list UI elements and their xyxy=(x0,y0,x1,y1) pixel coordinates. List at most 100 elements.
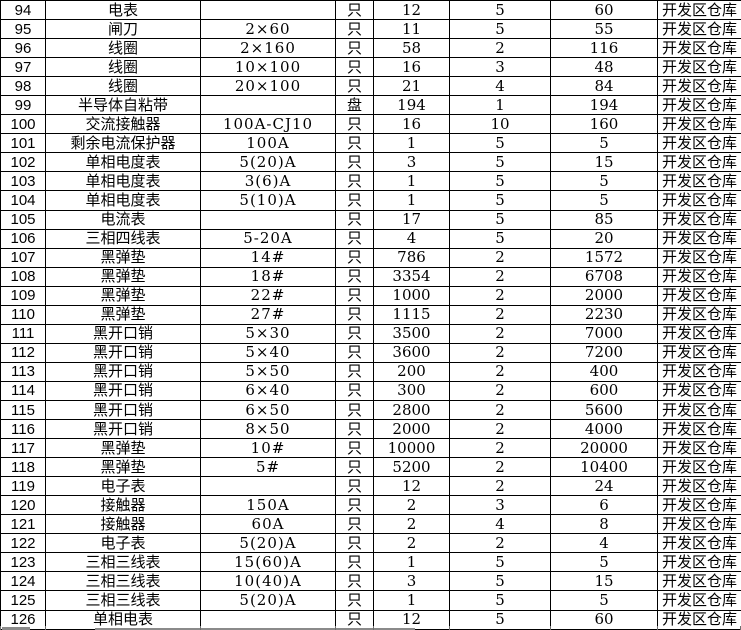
cell-quantity[interactable]: 2 xyxy=(373,514,450,535)
cell-item-name[interactable]: 单相电度表 xyxy=(45,152,201,173)
cell-unit[interactable]: 只 xyxy=(335,571,374,592)
cell-item-name[interactable]: 电子表 xyxy=(45,533,201,554)
cell-item-name[interactable]: 黑开口销 xyxy=(45,323,201,344)
cell-amount[interactable]: 160 xyxy=(550,114,658,135)
cell-quantity[interactable]: 1000 xyxy=(373,285,450,306)
cell-warehouse[interactable]: 开发区仓库 xyxy=(657,19,741,40)
cell-quantity[interactable]: 2 xyxy=(373,533,450,554)
cell-unit-price[interactable]: 2 xyxy=(449,323,551,344)
cell-row-number[interactable]: 102 xyxy=(0,152,46,173)
cell-warehouse[interactable]: 开发区仓库 xyxy=(657,533,741,554)
cell-unit-price[interactable]: 2 xyxy=(449,304,551,325)
cell-amount[interactable]: 20000 xyxy=(550,438,658,459)
cell-quantity[interactable]: 2800 xyxy=(373,399,450,421)
cell-quantity[interactable]: 1 xyxy=(373,171,450,192)
cell-warehouse[interactable]: 开发区仓库 xyxy=(657,495,741,516)
cell-warehouse[interactable]: 开发区仓库 xyxy=(657,95,741,116)
cell-quantity[interactable]: 1 xyxy=(373,190,450,211)
cell-unit-price[interactable]: 3 xyxy=(449,57,551,78)
cell-unit[interactable]: 只 xyxy=(335,590,374,611)
cell-item-name[interactable]: 三相四线表 xyxy=(45,228,201,249)
cell-warehouse[interactable]: 开发区仓库 xyxy=(657,342,741,363)
cell-quantity[interactable]: 1115 xyxy=(373,304,450,325)
cell-unit-price[interactable]: 5 xyxy=(449,152,551,173)
cell-warehouse[interactable]: 开发区仓库 xyxy=(657,571,741,592)
cell-item-name[interactable]: 黑弹垫 xyxy=(45,457,201,478)
cell-unit-price[interactable]: 10 xyxy=(449,114,551,135)
cell-item-name[interactable]: 黑弹垫 xyxy=(45,285,201,306)
cell-amount[interactable]: 2000 xyxy=(550,285,658,306)
cell-row-number[interactable]: 105 xyxy=(0,209,46,230)
cell-warehouse[interactable]: 开发区仓库 xyxy=(657,590,741,611)
cell-unit-price[interactable]: 2 xyxy=(449,476,551,497)
cell-amount[interactable]: 85 xyxy=(550,209,658,230)
cell-amount[interactable]: 6 xyxy=(550,495,658,516)
cell-unit-price[interactable]: 2 xyxy=(449,438,551,459)
cell-quantity[interactable]: 11 xyxy=(373,19,450,40)
cell-unit[interactable]: 盘 xyxy=(335,95,374,116)
cell-spec[interactable]: 2×160 xyxy=(200,38,336,59)
cell-quantity[interactable]: 5200 xyxy=(373,457,450,478)
cell-amount[interactable]: 84 xyxy=(550,76,658,97)
cell-row-number[interactable]: 121 xyxy=(0,514,46,535)
cell-quantity[interactable]: 12 xyxy=(373,476,450,497)
cell-spec[interactable] xyxy=(200,476,336,497)
cell-item-name[interactable]: 半导体自粘带 xyxy=(45,95,201,116)
cell-quantity[interactable]: 16 xyxy=(373,114,450,135)
cell-row-number[interactable]: 112 xyxy=(0,342,46,363)
cell-spec[interactable]: 8×50 xyxy=(200,419,336,440)
cell-unit[interactable]: 只 xyxy=(335,476,374,497)
cell-row-number[interactable]: 107 xyxy=(0,247,46,268)
cell-spec[interactable]: 20×100 xyxy=(200,76,336,97)
cell-warehouse[interactable]: 开发区仓库 xyxy=(657,152,741,173)
cell-warehouse[interactable]: 开发区仓库 xyxy=(657,457,741,478)
cell-spec[interactable]: 3(6)A xyxy=(200,171,336,192)
cell-unit[interactable]: 只 xyxy=(335,228,374,249)
cell-row-number[interactable]: 113 xyxy=(0,361,46,382)
cell-spec[interactable]: 6×40 xyxy=(200,380,336,401)
cell-warehouse[interactable]: 开发区仓库 xyxy=(657,380,741,401)
cell-unit-price[interactable]: 5 xyxy=(449,590,551,611)
cell-spec[interactable]: 5-20A xyxy=(200,228,336,249)
cell-unit-price[interactable]: 2 xyxy=(449,399,551,421)
cell-row-number[interactable]: 122 xyxy=(0,533,46,554)
cell-amount[interactable]: 60 xyxy=(550,0,658,21)
cell-amount[interactable]: 5600 xyxy=(550,399,658,421)
cell-item-name[interactable]: 电子表 xyxy=(45,476,201,497)
cell-amount[interactable]: 5 xyxy=(550,133,658,154)
cell-row-number[interactable]: 101 xyxy=(0,133,46,154)
cell-quantity[interactable]: 3500 xyxy=(373,323,450,344)
cell-spec[interactable]: 10# xyxy=(200,438,336,459)
cell-item-name[interactable]: 三相三线表 xyxy=(45,590,201,611)
cell-unit-price[interactable]: 5 xyxy=(449,552,551,573)
cell-spec[interactable]: 100A-CJ10 xyxy=(200,114,336,135)
cell-amount[interactable]: 600 xyxy=(550,380,658,401)
cell-item-name[interactable]: 线圈 xyxy=(45,38,201,59)
cell-row-number[interactable]: 116 xyxy=(0,419,46,440)
cell-unit-price[interactable]: 5 xyxy=(449,209,551,230)
cell-spec[interactable]: 5(20)A xyxy=(200,152,336,173)
cell-quantity[interactable]: 194 xyxy=(373,95,450,116)
cell-spec[interactable]: 5×40 xyxy=(200,342,336,363)
cell-unit[interactable]: 只 xyxy=(335,19,374,40)
cell-warehouse[interactable]: 开发区仓库 xyxy=(657,266,741,287)
cell-amount[interactable]: 5 xyxy=(550,590,658,611)
cell-quantity[interactable]: 1 xyxy=(373,590,450,611)
cell-warehouse[interactable]: 开发区仓库 xyxy=(657,38,741,59)
cell-row-number[interactable]: 103 xyxy=(0,171,46,192)
cell-spec[interactable]: 6×50 xyxy=(200,399,336,421)
cell-unit-price[interactable]: 1 xyxy=(449,95,551,116)
cell-spec[interactable]: 60A xyxy=(200,514,336,535)
cell-warehouse[interactable]: 开发区仓库 xyxy=(657,209,741,230)
cell-row-number[interactable]: 99 xyxy=(0,95,46,116)
cell-item-name[interactable]: 接触器 xyxy=(45,495,201,516)
cell-amount[interactable]: 55 xyxy=(550,19,658,40)
cell-warehouse[interactable]: 开发区仓库 xyxy=(657,552,741,573)
cell-quantity[interactable]: 21 xyxy=(373,76,450,97)
cell-unit[interactable]: 只 xyxy=(335,361,374,382)
cell-quantity[interactable]: 58 xyxy=(373,38,450,59)
cell-item-name[interactable]: 单相电度表 xyxy=(45,190,201,211)
cell-item-name[interactable]: 闸刀 xyxy=(45,19,201,40)
cell-row-number[interactable]: 119 xyxy=(0,476,46,497)
cell-amount[interactable]: 20 xyxy=(550,228,658,249)
